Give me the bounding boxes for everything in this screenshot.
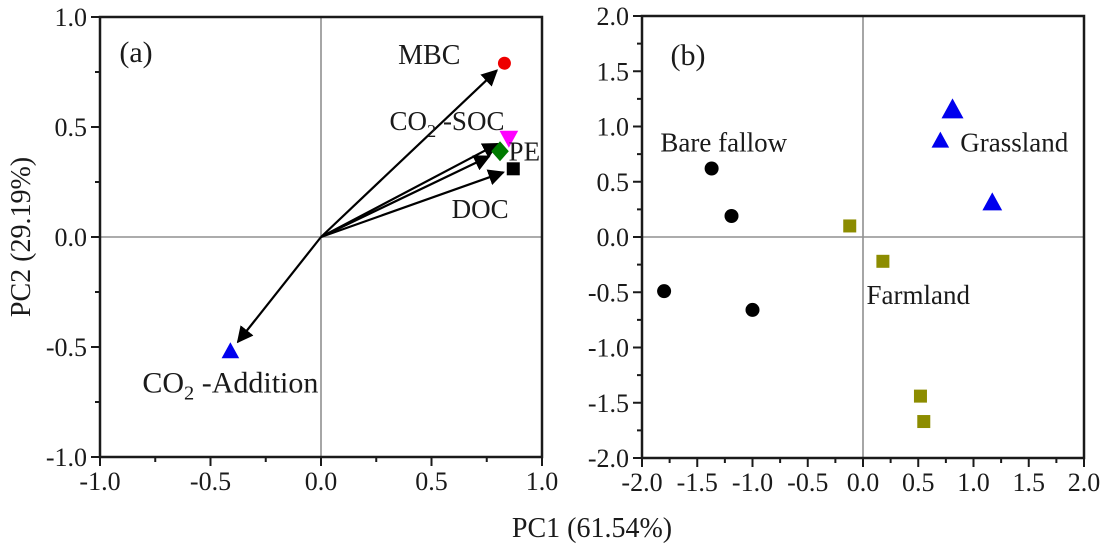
data-point-bare-fallow bbox=[704, 161, 719, 176]
plot-border bbox=[98, 15, 544, 459]
label-pe: PE bbox=[509, 137, 541, 167]
data-point-co-soc bbox=[499, 130, 519, 148]
y-tick-label: 0.0 bbox=[55, 223, 88, 252]
y-tick-label: 0.0 bbox=[597, 223, 630, 252]
panels-group: -1.0 -0.5 0.0 0.5 1.0 -1.0 -0.5 0.0 0.5 1.0 MBC CO2… bbox=[46, 2, 1100, 497]
x-tick-label: 0.0 bbox=[847, 468, 880, 497]
x-tick-label: -1.0 bbox=[79, 467, 120, 496]
data-point-farmland bbox=[917, 415, 931, 429]
panel-a: -1.0 -0.5 0.0 0.5 1.0 -1.0 -0.5 0.0 0.5 1.0 MBC CO2… bbox=[46, 3, 558, 496]
data-point-grassland bbox=[982, 192, 1003, 211]
panel-b: -2.0 -1.5 -1.0 -0.5 0.0 0.5 1.0 1.5 2.0-2.0-1.5-… bbox=[588, 2, 1100, 497]
data-point-bare-fallow bbox=[724, 209, 739, 224]
data-point-bare-fallow bbox=[745, 302, 760, 317]
plot-border bbox=[640, 14, 1086, 460]
x-tick-label: -1.5 bbox=[677, 468, 718, 497]
loading-arrow bbox=[320, 69, 499, 238]
x-tick-label: 0.5 bbox=[415, 467, 448, 496]
loading-arrow bbox=[320, 169, 505, 239]
y-tick-label: -1.0 bbox=[46, 443, 87, 472]
label-doc: DOC bbox=[452, 194, 509, 224]
data-point-doc bbox=[506, 162, 520, 176]
x-tick-label: -2.0 bbox=[621, 468, 662, 497]
x-tick-label: -1.0 bbox=[732, 468, 773, 497]
y-tick-label: -0.5 bbox=[588, 278, 629, 307]
y-tick-label: 2.0 bbox=[597, 2, 630, 31]
x-tick-label: -0.5 bbox=[190, 467, 231, 496]
data-point-farmland bbox=[913, 389, 927, 403]
x-tick-label: 2.0 bbox=[1068, 468, 1101, 497]
label-grassland: Grassland bbox=[960, 127, 1068, 157]
data-point-farmland bbox=[876, 254, 890, 268]
x-tick-label: 0.0 bbox=[305, 467, 338, 496]
loading-arrow bbox=[320, 155, 491, 238]
label-co-addition: CO2 -Addition bbox=[142, 367, 318, 405]
label-farmland: Farmland bbox=[867, 280, 971, 310]
y-tick-label: 1.0 bbox=[55, 3, 88, 32]
y-tick-label: 0.5 bbox=[597, 168, 630, 197]
y-tick-label: 1.5 bbox=[597, 57, 630, 86]
x-tick-label: 1.5 bbox=[1013, 468, 1046, 497]
loading-arrow bbox=[236, 236, 322, 344]
panel-b-letter: (b) bbox=[671, 39, 706, 72]
y-tick-label: -2.0 bbox=[588, 444, 629, 473]
y-tick-label: 0.5 bbox=[55, 113, 88, 142]
label-mbc: MBC bbox=[398, 40, 460, 71]
data-point-grassland bbox=[941, 98, 964, 119]
data-point-mbc bbox=[497, 56, 511, 70]
y-tick-label: 1.0 bbox=[597, 113, 630, 142]
panel-a-letter: (a) bbox=[119, 36, 152, 69]
x-axis-title: PC1 (61.54%) bbox=[512, 513, 672, 544]
x-tick-label: 1.0 bbox=[526, 467, 559, 496]
data-point-co-addition bbox=[221, 342, 240, 359]
data-point-grassland bbox=[931, 131, 950, 148]
label-co-soc: CO2 -SOC bbox=[389, 106, 504, 141]
loading-arrow bbox=[320, 142, 500, 238]
x-tick-label: 1.0 bbox=[957, 468, 990, 497]
y-axis-title: PC2 (29.19%) bbox=[6, 157, 37, 317]
x-tick-label: -0.5 bbox=[787, 468, 828, 497]
data-point-bare-fallow bbox=[657, 284, 672, 299]
data-point-farmland bbox=[843, 219, 857, 233]
x-tick-label: 0.5 bbox=[902, 468, 935, 497]
y-tick-label: -0.5 bbox=[46, 333, 87, 362]
data-point-pe bbox=[491, 141, 509, 162]
y-tick-label: -1.5 bbox=[588, 389, 629, 418]
label-bare-fallow: Bare fallow bbox=[660, 127, 787, 157]
y-tick-label: -1.0 bbox=[588, 334, 629, 363]
